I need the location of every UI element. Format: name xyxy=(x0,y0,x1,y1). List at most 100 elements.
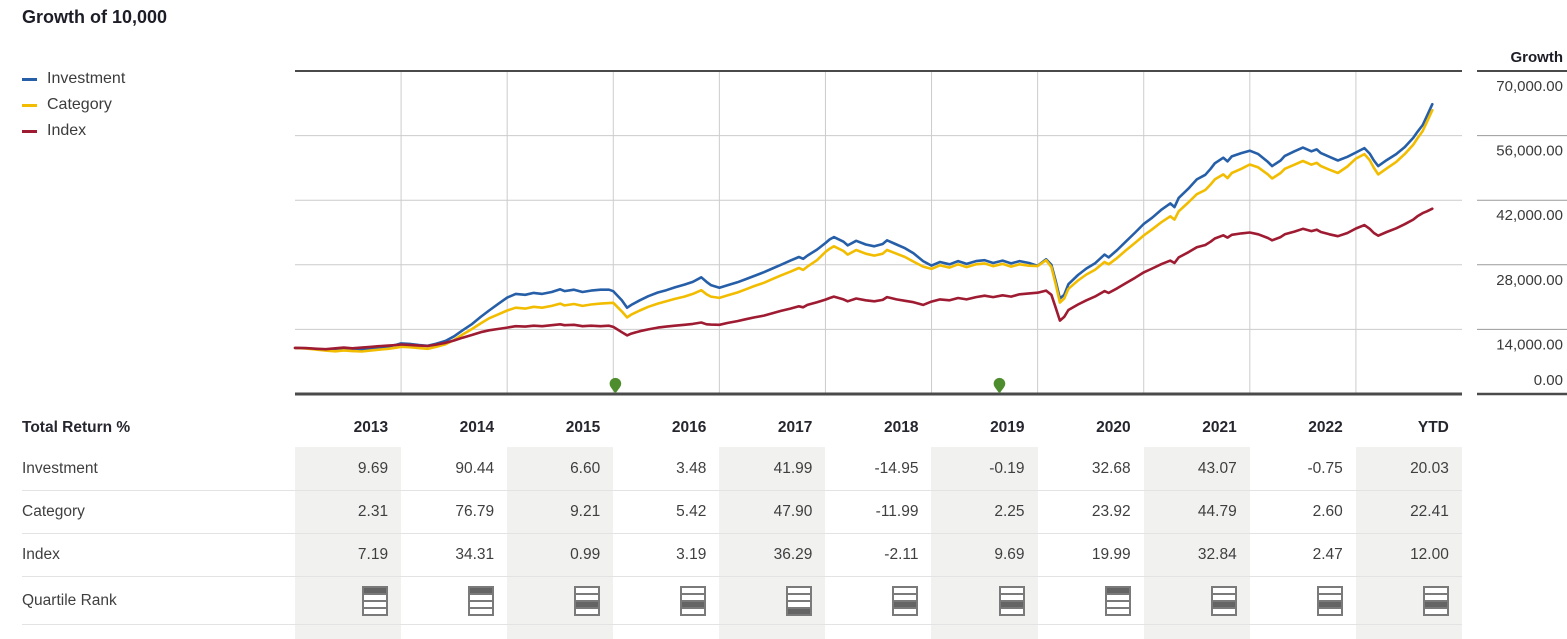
return-value-cell: 5.42 xyxy=(613,490,720,533)
quartile-band xyxy=(576,601,599,607)
return-value-cell: 2.31 xyxy=(295,490,402,533)
column-header-2018: 2018 xyxy=(883,418,919,436)
quartile-band xyxy=(894,594,917,600)
stub-row-cell xyxy=(825,624,932,639)
return-value-cell: 9.69 xyxy=(931,533,1038,576)
quartile-band xyxy=(1424,587,1447,593)
series-line-investment xyxy=(293,102,1434,352)
quartile-band xyxy=(470,594,493,600)
quartile-band xyxy=(470,587,493,593)
quartile-band xyxy=(1318,608,1341,614)
return-value-cell: -0.19 xyxy=(931,447,1038,490)
chart-legend: Investment Category Index xyxy=(22,66,125,144)
stub-row-cell xyxy=(1037,624,1144,639)
quartile-rank-cell xyxy=(1037,576,1144,624)
stub-row-cell xyxy=(401,624,508,639)
return-value-cell: 6.60 xyxy=(507,447,614,490)
quartile-band xyxy=(1106,608,1129,614)
quartile-rank-cell xyxy=(1249,576,1356,624)
quartile-band xyxy=(1318,587,1341,593)
stub-row-cell xyxy=(1355,624,1462,639)
quartile-band xyxy=(682,587,705,593)
growth-axis-header: Growth xyxy=(1511,49,1564,66)
return-value-cell: 32.84 xyxy=(1143,533,1250,576)
return-value-cell: 9.69 xyxy=(295,447,402,490)
quartile-band xyxy=(894,608,917,614)
column-header-2022: 2022 xyxy=(1308,418,1343,436)
quartile-band xyxy=(1212,587,1235,593)
legend-swatch-icon xyxy=(22,77,37,81)
quartile-band xyxy=(1106,594,1129,600)
quartile-band xyxy=(682,601,705,607)
quartile-band xyxy=(788,594,811,600)
return-value-cell: 12.00 xyxy=(1355,533,1462,576)
quartile-band xyxy=(682,594,705,600)
stub-row-cell xyxy=(295,624,402,639)
return-value-cell: 19.99 xyxy=(1037,533,1144,576)
quartile-band xyxy=(1000,608,1023,614)
return-value-cell: -11.99 xyxy=(825,490,932,533)
quartile-band xyxy=(576,608,599,614)
quartile-rank-icon xyxy=(680,585,707,616)
legend-item-category: Category xyxy=(22,92,125,118)
quartile-band xyxy=(1424,594,1447,600)
return-value-cell: 32.68 xyxy=(1091,459,1131,477)
quartile-band xyxy=(788,601,811,607)
return-table: Total Return % 2013 2014 2015 2016 2017 2018 20… xyxy=(22,408,1462,639)
quartile-band xyxy=(788,587,811,593)
quartile-band xyxy=(1106,587,1129,593)
growth-axis-tick-label: 28,000.00 xyxy=(1496,272,1563,289)
return-value-cell: 41.99 xyxy=(719,447,826,490)
growth-axis-tick-label: 42,000.00 xyxy=(1496,207,1563,224)
return-value-cell: 3.19 xyxy=(613,533,720,576)
column-header-2013: 2013 xyxy=(353,418,389,436)
legend-item-investment: Investment xyxy=(22,66,125,92)
quartile-band xyxy=(1212,601,1235,607)
quartile-band xyxy=(576,594,599,600)
table-header-label: Total Return % xyxy=(22,418,131,436)
quartile-rank-icon xyxy=(468,585,495,616)
quartile-band xyxy=(1106,601,1129,607)
return-value-cell: -2.11 xyxy=(825,533,932,576)
quartile-band xyxy=(364,601,387,607)
growth-axis-tick-label: 56,000.00 xyxy=(1496,143,1563,160)
quartile-rank-cell xyxy=(401,576,508,624)
quartile-rank-cell xyxy=(613,576,720,624)
quartile-rank-cell xyxy=(1143,576,1250,624)
quartile-rank-cell xyxy=(1355,576,1462,624)
column-header-2016: 2016 xyxy=(671,418,707,436)
return-value-cell: 2.25 xyxy=(931,490,1038,533)
stub-row-cell xyxy=(1249,624,1356,639)
column-header-2019: 2019 xyxy=(990,418,1025,436)
quartile-rank-icon xyxy=(1210,585,1237,616)
row-label-investment: Investment xyxy=(22,459,98,477)
return-value-cell: -14.95 xyxy=(874,459,919,477)
return-value-cell: 2.60 xyxy=(1249,490,1356,533)
return-value-cell: 20.03 xyxy=(1355,447,1462,490)
stub-row-label xyxy=(22,624,295,639)
row-label-quartile-rank: Quartile Rank xyxy=(22,576,295,624)
column-header-ytd: YTD xyxy=(1417,418,1449,436)
stub-row-cell xyxy=(507,624,614,639)
return-value-cell: 0.99 xyxy=(507,533,614,576)
quartile-band xyxy=(1000,601,1023,607)
return-value-cell: 43.07 xyxy=(1143,447,1250,490)
quartile-band xyxy=(1000,587,1023,593)
quartile-rank-icon xyxy=(1316,585,1343,616)
return-value-cell: 34.31 xyxy=(401,533,508,576)
page-title: Growth of 10,000 xyxy=(22,7,168,27)
quartile-rank-icon xyxy=(1104,585,1131,616)
quartile-band xyxy=(470,601,493,607)
legend-swatch-icon xyxy=(22,129,37,133)
quartile-band xyxy=(576,587,599,593)
return-value-cell: 7.19 xyxy=(295,533,402,576)
return-value-cell: 44.79 xyxy=(1143,490,1250,533)
return-value-cell: 9.21 xyxy=(507,490,614,533)
quartile-rank-icon xyxy=(786,585,813,616)
return-value-cell: 22.41 xyxy=(1355,490,1462,533)
return-value-cell: 3.48 xyxy=(676,459,707,477)
series-line-category xyxy=(293,108,1434,353)
series-line-index xyxy=(293,207,1434,351)
stub-row-cell xyxy=(931,624,1038,639)
